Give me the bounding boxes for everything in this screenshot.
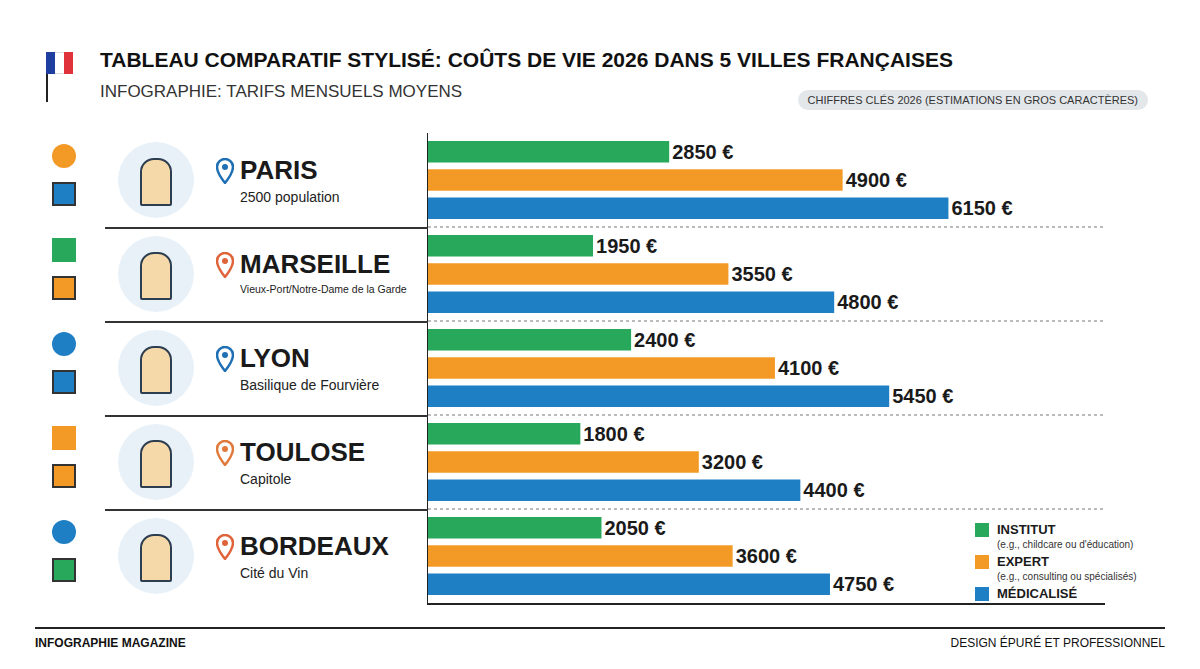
svg-text:2050 €: 2050 €	[604, 517, 665, 539]
html-text:MÉDICALISÉ: MÉDICALISÉ	[997, 586, 1078, 601]
svg-text:4100 €: 4100 €	[778, 357, 839, 379]
svg-text:5450 €: 5450 €	[892, 385, 953, 407]
svg-text:4800 €: 4800 €	[837, 291, 898, 313]
html-text:2500 population: 2500 population	[240, 189, 340, 205]
html-text:INFOGRAPHIE: TARIFS MENSUELS M: INFOGRAPHIE: TARIFS MENSUELS MOYENS	[100, 82, 463, 101]
svg-text:2400 €: 2400 €	[634, 329, 695, 351]
html-text:BORDEAUX: BORDEAUX	[240, 531, 389, 561]
svg-text:4400 €: 4400 €	[803, 479, 864, 501]
html-text:TABLEAU COMPARATIF STYLISÉ: CO: TABLEAU COMPARATIF STYLISÉ: COÛTS DE VIE…	[100, 48, 953, 71]
html-text:EXPERT: EXPERT	[997, 554, 1049, 569]
html-text:MARSEILLE: MARSEILLE	[240, 249, 391, 279]
svg-text:4750 €: 4750 €	[833, 573, 894, 595]
html-text:TOULOSE: TOULOSE	[240, 437, 366, 467]
html-text:Vieux-Port/Notre-Dame de la Ga: Vieux-Port/Notre-Dame de la Garde	[240, 283, 407, 295]
svg-text:4900 €: 4900 €	[846, 169, 907, 191]
html-text:(e.g., consulting ou spécialis: (e.g., consulting ou spécialisés)	[997, 571, 1137, 582]
svg-text:6150 €: 6150 €	[951, 197, 1012, 219]
html-text:PARIS: PARIS	[240, 155, 318, 185]
html-text:Cité du Vin: Cité du Vin	[240, 565, 309, 581]
html-text:CHIFFRES CLÉS 2026 (ESTIMATION: CHIFFRES CLÉS 2026 (ESTIMATIONS EN GROS …	[807, 94, 1138, 106]
svg-text:3550 €: 3550 €	[731, 263, 792, 285]
svg-text:1800 €: 1800 €	[583, 423, 644, 445]
svg-text:2850 €: 2850 €	[672, 141, 733, 163]
svg-text:3600 €: 3600 €	[736, 545, 797, 567]
html-text:(e.g., childcare ou d'éducatio: (e.g., childcare ou d'éducation)	[997, 539, 1134, 550]
svg-text:1950 €: 1950 €	[596, 235, 657, 257]
html-text:INSTITUT: INSTITUT	[997, 522, 1056, 537]
html-text:DESIGN ÉPURÉ ET PROFESSIONNEL: DESIGN ÉPURÉ ET PROFESSIONNEL	[950, 636, 1165, 650]
html-text:LYON: LYON	[240, 343, 310, 373]
html-text:Basilique de Fourvière: Basilique de Fourvière	[240, 377, 380, 393]
html-text:INFOGRAPHIE MAGAZINE: INFOGRAPHIE MAGAZINE	[35, 636, 186, 650]
svg-text:3200 €: 3200 €	[702, 451, 763, 473]
html-text:Capitole: Capitole	[240, 471, 292, 487]
